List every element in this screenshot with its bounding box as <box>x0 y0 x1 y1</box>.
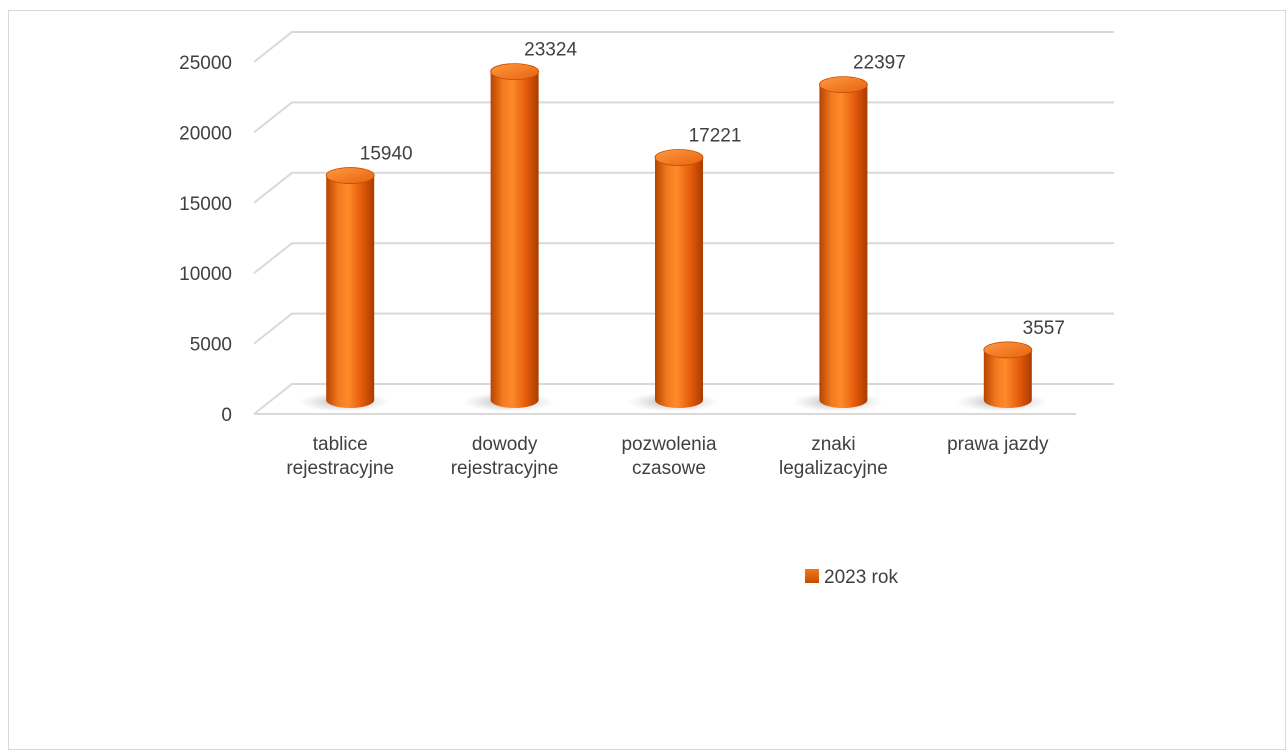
bar-top <box>819 76 868 94</box>
legend-swatch <box>805 569 819 583</box>
gridline <box>253 101 1114 134</box>
data-label: 15940 <box>360 144 413 165</box>
bar-body <box>490 71 539 408</box>
x-tick-label: prawa jazdy <box>947 434 1049 455</box>
y-tick-label: 5000 <box>190 335 232 356</box>
chart-frame <box>8 10 1286 750</box>
bar-3 <box>791 76 884 412</box>
y-tick-label: 10000 <box>179 264 232 285</box>
y-tick-label: 25000 <box>179 53 232 74</box>
legend: 2023 rok <box>805 567 898 588</box>
bar-body <box>326 175 375 408</box>
bar-body <box>983 349 1032 408</box>
y-tick-label: 0 <box>221 405 232 426</box>
data-label: 17221 <box>689 126 742 147</box>
data-label: 23324 <box>524 40 577 61</box>
bar-top <box>983 341 1033 359</box>
y-tick-label: 20000 <box>179 123 232 144</box>
bar-1 <box>462 63 555 412</box>
x-tick-label: tablice rejestracyjne <box>286 434 394 479</box>
bar-body <box>655 157 703 408</box>
legend-label: 2023 rok <box>824 567 898 588</box>
gridline <box>253 31 1114 63</box>
y-tick-label: 15000 <box>179 194 232 215</box>
x-tick-label: pozwolenia czasowe <box>621 434 716 479</box>
bar-4 <box>955 341 1048 412</box>
x-tick-label: znaki legalizacyjne <box>779 434 888 479</box>
bar-2 <box>627 149 719 412</box>
data-label: 22397 <box>853 53 906 74</box>
bar-top <box>490 63 539 80</box>
data-label: 3557 <box>1023 318 1065 339</box>
bar-body <box>819 84 868 408</box>
x-tick-label: dowody rejestracyjne <box>451 434 559 479</box>
bar-top <box>654 149 704 166</box>
bar-0 <box>298 167 391 412</box>
bar-top <box>325 167 375 184</box>
